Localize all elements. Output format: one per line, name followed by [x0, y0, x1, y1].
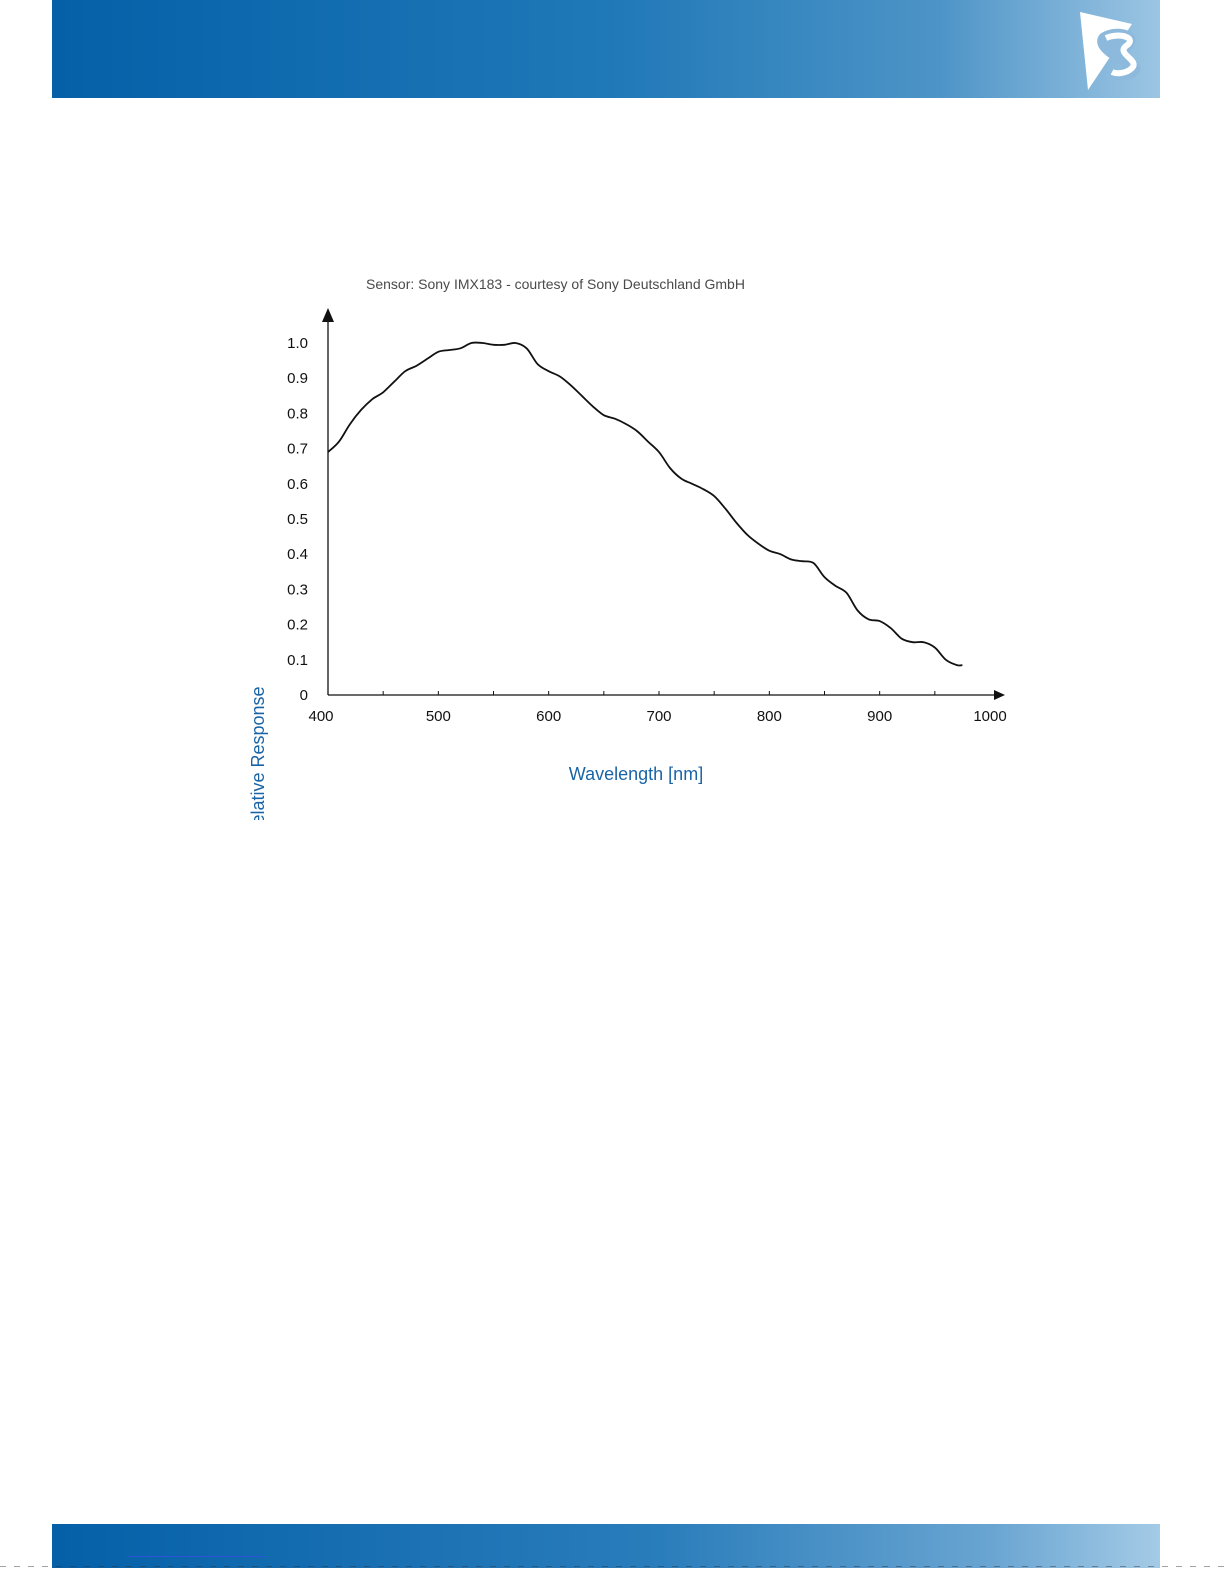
ticks-group: 400 500 600 700 800 900 1000 0 0.1 0.2 0.3 0.4 0.5 0.…	[287, 335, 1007, 725]
y-axis-label: Relative Response	[248, 686, 268, 820]
header-band	[52, 0, 1160, 98]
series-group	[327, 341, 963, 667]
y-tick-label: 0.3	[287, 581, 308, 598]
x-tick-label: 700	[646, 708, 671, 725]
x-tick-label: 500	[426, 708, 451, 725]
y-tick-label: 0	[300, 687, 308, 704]
x-tick-label: 400	[308, 708, 333, 725]
y-tick-label: 0.7	[287, 441, 308, 458]
company-logo-icon	[1080, 12, 1141, 90]
footer-rule	[0, 1566, 1225, 1567]
response-curve	[327, 341, 963, 667]
y-tick-label: 0.2	[287, 617, 308, 634]
response-chart: 400 500 600 700 800 900 1000 0 0.1 0.2 0.3 0.4 0.5 0.…	[248, 308, 1007, 820]
chart-title: Sensor: Sony IMX183 - courtesy of Sony D…	[366, 276, 745, 292]
axes-group	[322, 308, 1005, 700]
x-tick-label: 900	[867, 708, 892, 725]
y-tick-label: 0.5	[287, 511, 308, 528]
x-tick-label: 600	[536, 708, 561, 725]
footer-link[interactable]	[128, 1556, 266, 1557]
y-tick-label: 0.4	[287, 546, 308, 563]
footer-band	[52, 1524, 1160, 1568]
y-tick-label: 0.8	[287, 405, 308, 422]
x-axis-arrow-icon	[994, 690, 1005, 700]
y-tick-label: 0.1	[287, 652, 308, 669]
x-tick-label: 800	[757, 708, 782, 725]
y-tick-label: 0.6	[287, 476, 308, 493]
y-tick-label: 0.9	[287, 370, 308, 387]
x-axis-label: Wavelength [nm]	[569, 764, 703, 784]
x-tick-label: 1000	[973, 708, 1006, 725]
y-tick-label: 1.0	[287, 335, 308, 352]
y-axis-arrow-icon	[322, 308, 334, 322]
